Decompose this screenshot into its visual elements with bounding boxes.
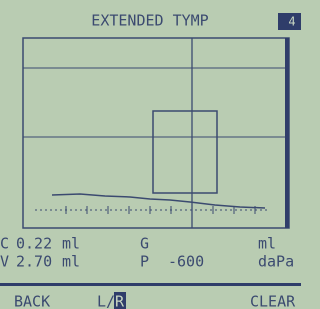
reading-unit: ml	[258, 235, 276, 253]
reading-value: 0.22	[16, 235, 52, 253]
reading-label: C	[0, 235, 9, 253]
reading-label: V	[0, 253, 9, 271]
title: EXTENDED TYMP	[91, 12, 208, 30]
softkey-ear-right[interactable]: R	[115, 293, 125, 309]
lcd-screen: EXTENDED TYMP 4 C 0.22 ml G ml V 2.70 ml…	[0, 0, 301, 309]
softkey-ear-left[interactable]: L/	[97, 293, 115, 309]
softkey-clear[interactable]: CLEAR	[250, 293, 296, 309]
reading-unit: ml	[62, 253, 80, 271]
reading-value: 2.70	[16, 253, 52, 271]
reading-label: G	[140, 235, 149, 253]
reading-value: -600	[168, 253, 204, 271]
scroll-bar	[285, 38, 289, 228]
reading-label: P	[140, 253, 149, 271]
reading-unit: ml	[62, 235, 80, 253]
softkey-back[interactable]: BACK	[14, 293, 50, 309]
softkey-divider	[0, 283, 301, 286]
badge: 4	[288, 15, 295, 29]
reading-unit: daPa	[258, 253, 294, 271]
